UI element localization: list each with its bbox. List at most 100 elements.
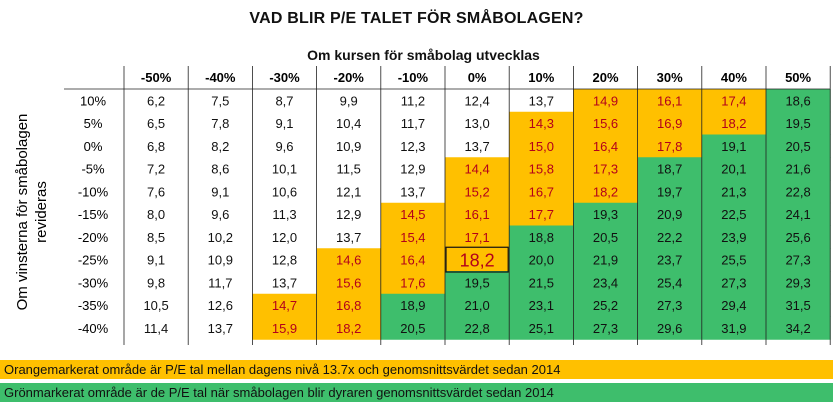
column-header: -30% xyxy=(269,70,300,85)
cell-bg xyxy=(573,248,639,272)
cell-bg xyxy=(701,293,767,317)
cell-value: 17,6 xyxy=(400,275,425,290)
cell-bg xyxy=(701,316,767,340)
cell-bg xyxy=(637,180,703,204)
cell-value: 14,7 xyxy=(272,298,297,313)
cell-value: 25,1 xyxy=(529,321,554,336)
cell-bg xyxy=(573,134,639,158)
cell-bg xyxy=(701,225,767,249)
legend-green: Grönmarkerat område är de P/E tal när sm… xyxy=(0,383,833,402)
cell-value: 13,0 xyxy=(464,116,489,131)
cell-value: 14,3 xyxy=(529,116,554,131)
cell-value: 6,5 xyxy=(147,116,165,131)
row-header: 0% xyxy=(84,139,103,154)
cell-bg xyxy=(701,157,767,181)
cell-bg xyxy=(573,111,639,135)
cell-value: 19,7 xyxy=(657,184,682,199)
cell-value: 16,1 xyxy=(464,207,489,222)
cell-value: 11,3 xyxy=(272,207,296,222)
cell-bg xyxy=(766,225,831,249)
cell-value: 12,9 xyxy=(336,207,361,222)
cell-value: 18,9 xyxy=(400,298,425,313)
cell-value: 23,4 xyxy=(593,275,618,290)
cell-bg xyxy=(637,293,703,317)
cell-bg xyxy=(509,248,574,272)
cell-bg xyxy=(637,271,703,295)
chart-title: VAD BLIR P/E TALET FÖR SMÅBOLAGEN? xyxy=(249,10,584,27)
cell-bg xyxy=(445,316,510,340)
cell-value: 9,1 xyxy=(275,116,293,131)
cell-value: 16,7 xyxy=(529,184,554,199)
cell-value: 18,6 xyxy=(785,93,810,108)
cell-value: 27,3 xyxy=(785,253,810,268)
cell-value: 22,2 xyxy=(657,230,682,245)
cell-value: 19,5 xyxy=(785,116,810,131)
cell-value: 18,8 xyxy=(529,230,554,245)
column-header: -50% xyxy=(141,70,172,85)
cell-value: 17,4 xyxy=(721,93,746,108)
cell-value: 8,0 xyxy=(147,207,165,222)
cell-value: 25,5 xyxy=(721,253,746,268)
cell-value: 12,0 xyxy=(272,230,297,245)
cell-bg xyxy=(509,134,574,158)
cell-bg xyxy=(380,225,446,249)
cell-value: 10,4 xyxy=(336,116,361,131)
cell-value: 25,6 xyxy=(785,230,810,245)
cell-value: 10,2 xyxy=(208,230,233,245)
cell-bg xyxy=(573,271,639,295)
row-header: -10% xyxy=(78,184,109,199)
cell-value: 23,7 xyxy=(657,253,682,268)
cell-value: 25,2 xyxy=(593,298,618,313)
cell-bg xyxy=(509,157,574,181)
cell-value: 22,8 xyxy=(785,184,810,199)
cell-bg xyxy=(766,157,831,181)
cell-value: 20,9 xyxy=(657,207,682,222)
y-axis-label-line1: Om vinsterna för småbolagen xyxy=(14,114,31,311)
cell-value: 7,6 xyxy=(147,184,165,199)
cell-value: 13,7 xyxy=(272,275,297,290)
cell-bg xyxy=(766,111,831,135)
cell-value: 27,3 xyxy=(657,298,682,313)
cell-bg xyxy=(573,225,639,249)
cell-bg xyxy=(445,157,510,181)
cell-bg xyxy=(252,293,318,317)
cell-bg xyxy=(445,225,510,249)
column-header: 40% xyxy=(721,70,747,85)
cell-value: 16,8 xyxy=(336,298,361,313)
column-header: -20% xyxy=(334,70,365,85)
cell-bg xyxy=(380,271,446,295)
cell-value: 22,5 xyxy=(721,207,746,222)
cell-bg xyxy=(380,293,446,317)
cell-bg xyxy=(509,271,574,295)
cell-bg xyxy=(509,202,574,226)
column-header: 30% xyxy=(657,70,683,85)
cell-value: 19,5 xyxy=(464,275,489,290)
cell-value: 17,8 xyxy=(657,139,682,154)
cell-value: 8,6 xyxy=(211,162,229,177)
cell-value: 29,4 xyxy=(721,298,746,313)
cell-value: 8,5 xyxy=(147,230,165,245)
cell-bg xyxy=(573,180,639,204)
cell-value: 12,9 xyxy=(400,162,425,177)
row-header: 10% xyxy=(80,93,106,108)
cell-value: 20,1 xyxy=(721,162,746,177)
cell-value: 9,1 xyxy=(211,184,229,199)
cell-bg xyxy=(766,271,831,295)
cell-bg xyxy=(637,316,703,340)
cell-value: 9,1 xyxy=(147,253,165,268)
cell-bg xyxy=(380,316,446,340)
cell-bg xyxy=(701,89,767,113)
cell-bg xyxy=(766,316,831,340)
cell-bg xyxy=(701,111,767,135)
cell-value: 23,9 xyxy=(721,230,746,245)
cell-bg xyxy=(637,225,703,249)
cell-value: 18,2 xyxy=(721,116,746,131)
row-header: -5% xyxy=(81,162,105,177)
row-header: -20% xyxy=(78,230,109,245)
cell-value: 16,9 xyxy=(657,116,682,131)
cell-bg xyxy=(573,89,639,113)
cell-bg xyxy=(766,293,831,317)
cell-value: 14,9 xyxy=(593,93,618,108)
cell-value: 9,6 xyxy=(275,139,293,154)
